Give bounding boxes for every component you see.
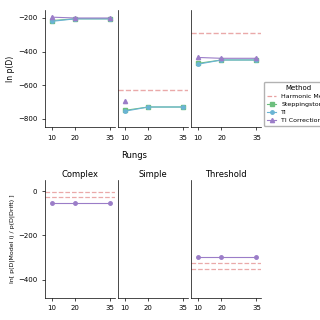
Title: Simple: Simple [139,170,167,179]
Y-axis label: ln p(D): ln p(D) [6,55,15,82]
Legend: Harmonic Mean, Steppingstone, TI, TI Correction: Harmonic Mean, Steppingstone, TI, TI Cor… [264,82,320,126]
Title: Complex: Complex [61,170,98,179]
Y-axis label: ln[ p(D|Model i) / p(D|Drift) ]: ln[ p(D|Model i) / p(D|Drift) ] [10,195,15,283]
Text: Rungs: Rungs [121,151,148,160]
Title: Threshold: Threshold [205,170,247,179]
